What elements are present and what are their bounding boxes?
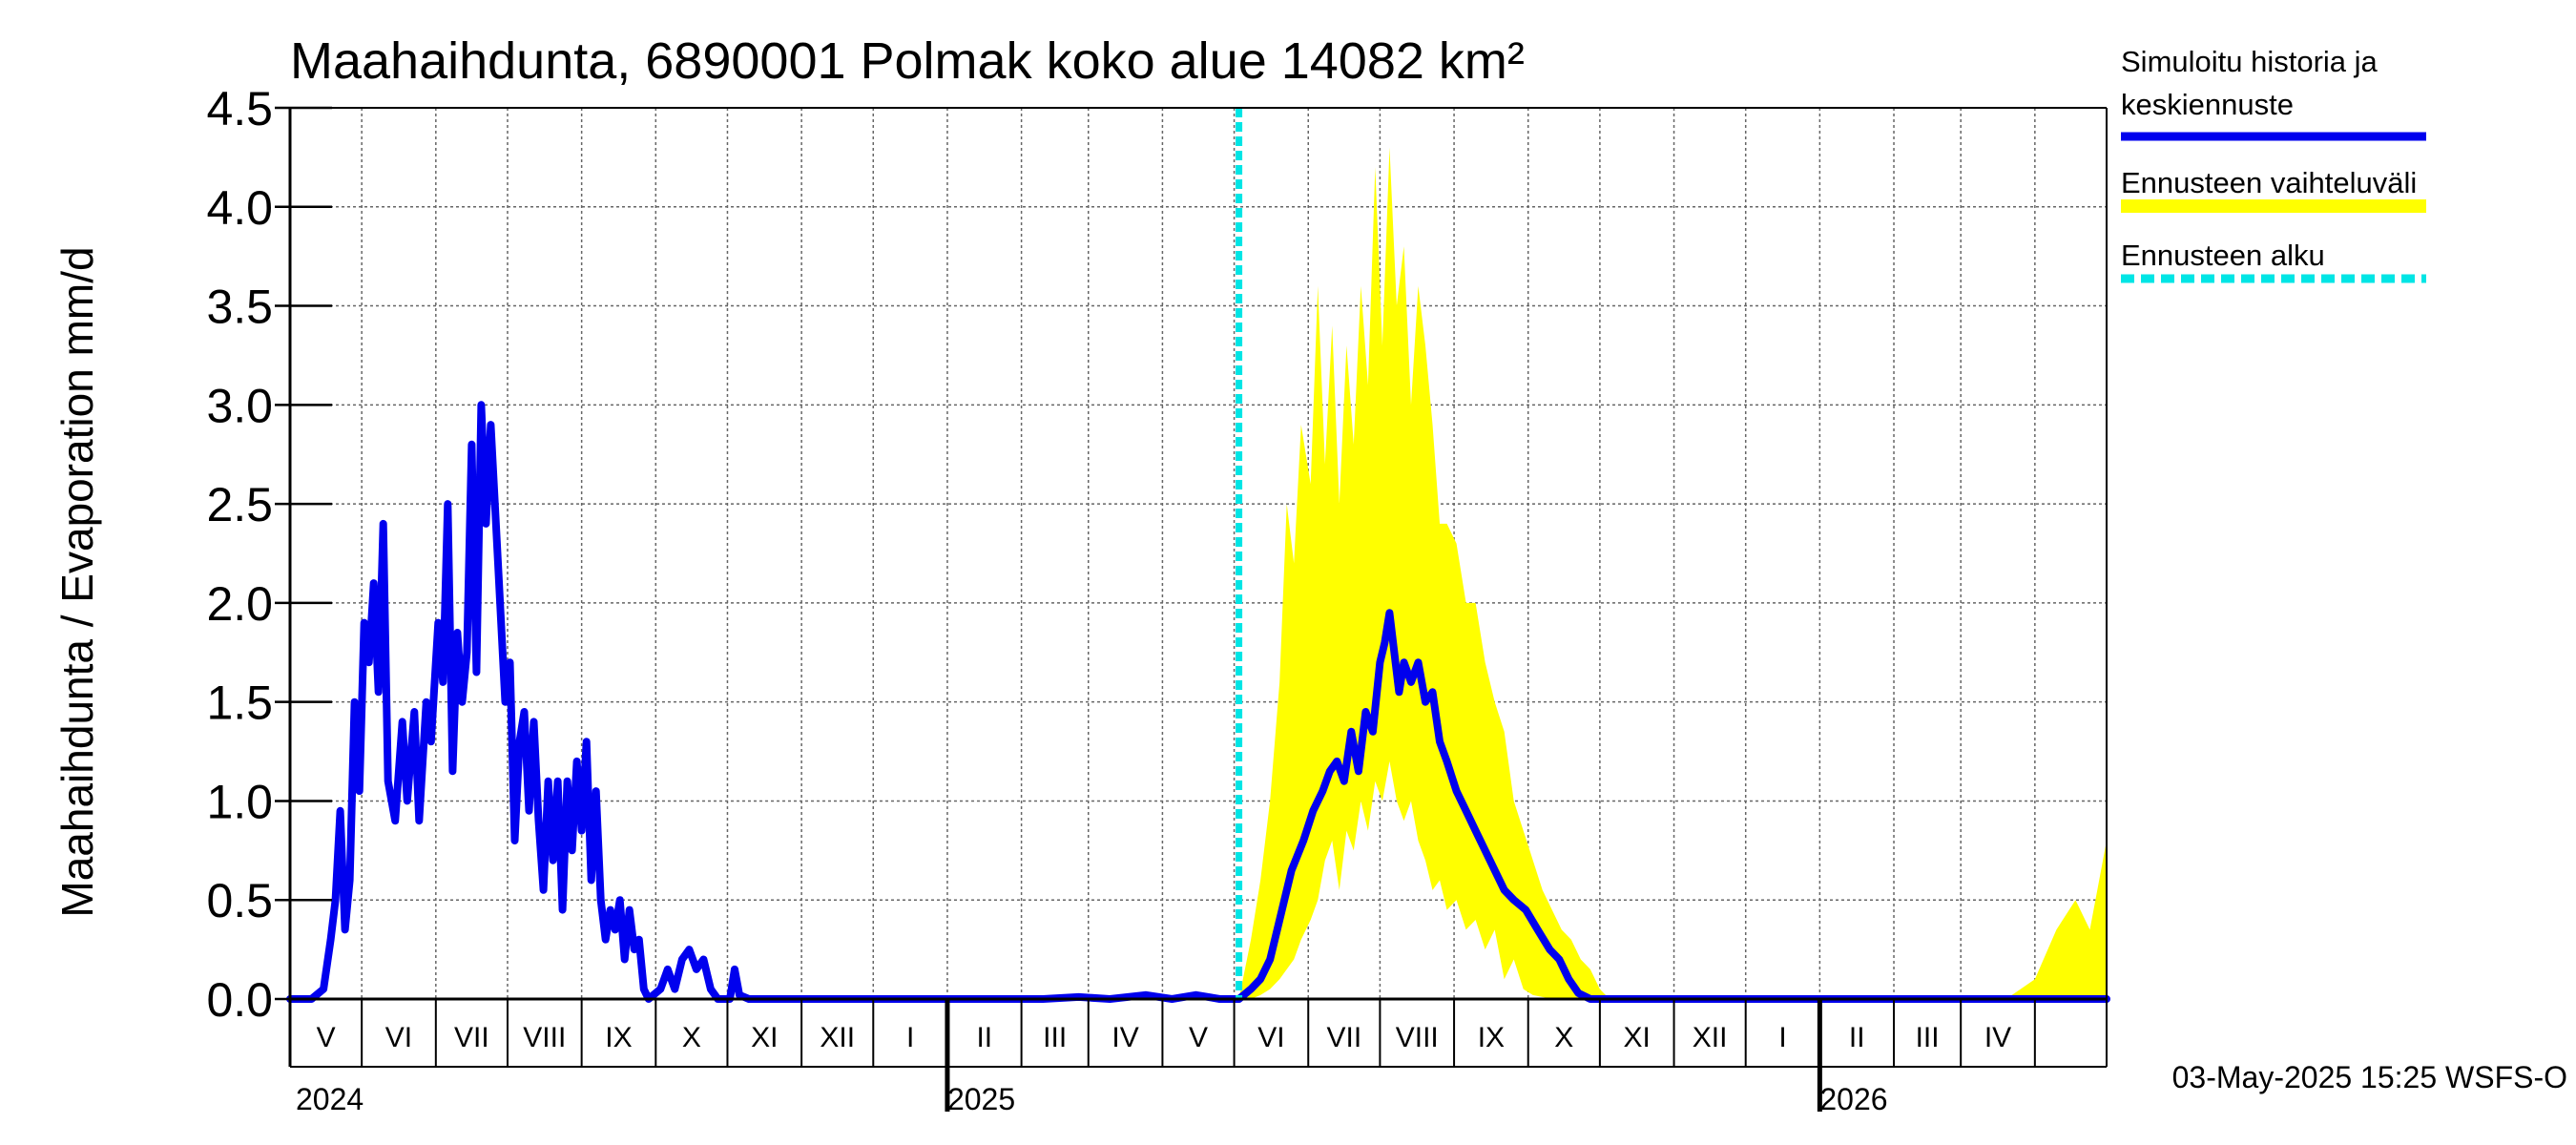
- simulated-evaporation-line: [286, 401, 2110, 1003]
- x-month-label: X: [1554, 1022, 1573, 1053]
- y-tick-label: 3.5: [206, 281, 273, 334]
- y-axis-label: Maahaihdunta / Evaporation mm/d: [52, 246, 102, 917]
- x-month-label: II: [1849, 1022, 1865, 1053]
- history-and-mean-series: [286, 401, 2110, 1003]
- x-month-label: VI: [385, 1022, 412, 1053]
- y-tick-label: 1.5: [206, 677, 273, 730]
- y-tick-label: 0.5: [206, 874, 273, 927]
- x-month-label: VI: [1257, 1022, 1284, 1053]
- y-tick-label: 4.5: [206, 82, 273, 135]
- x-month-label: VII: [454, 1022, 489, 1053]
- chart-title: Maahaihdunta, 6890001 Polmak koko alue 1…: [290, 32, 1525, 90]
- x-month-label: XII: [820, 1022, 855, 1053]
- x-month-label: IV: [1984, 1022, 2011, 1053]
- x-month-label: IX: [1478, 1022, 1505, 1053]
- x-month-label: XII: [1693, 1022, 1728, 1053]
- axes: [275, 106, 2108, 1112]
- x-month-labels: V VI VII VIII IX X XI XII I II III IV V VI VII VIII IX X X…: [317, 1022, 2012, 1053]
- y-tick-labels: 0.0 0.5 1.0 1.5 2.0 2.5 3.0 3.5 4.0 4.5: [206, 82, 273, 1027]
- legend-label: Ennusteen alku: [2121, 239, 2325, 272]
- forecast-range-area: [1238, 147, 2107, 999]
- x-month-label: VII: [1326, 1022, 1361, 1053]
- y-tick-label: 2.5: [206, 478, 273, 531]
- y-tick-label: 1.0: [206, 775, 273, 828]
- y-tick-label: 0.0: [206, 973, 273, 1027]
- x-month-label: IV: [1111, 1022, 1138, 1053]
- x-month-label: X: [682, 1022, 701, 1053]
- x-month-label: III: [1916, 1022, 1940, 1053]
- forecast-range-band: [1238, 147, 2107, 999]
- x-year-label: 2024: [296, 1082, 364, 1116]
- legend: Simuloitu historia ja keskiennuste Ennuste…: [2121, 45, 2426, 283]
- x-year-label: 2026: [1819, 1082, 1887, 1116]
- x-year-label: 2025: [947, 1082, 1015, 1116]
- y-tick-label: 4.0: [206, 181, 273, 235]
- x-month-label: IX: [605, 1022, 632, 1053]
- x-month-label: I: [1778, 1022, 1786, 1053]
- x-month-label: VIII: [523, 1022, 566, 1053]
- legend-label: keskiennuste: [2121, 88, 2294, 121]
- x-month-label: III: [1043, 1022, 1067, 1053]
- x-month-label: II: [976, 1022, 992, 1053]
- x-month-label: V: [317, 1022, 336, 1053]
- legend-label: Ennusteen vaihteluväli: [2121, 166, 2417, 199]
- x-month-label: I: [906, 1022, 914, 1053]
- x-month-label: V: [1189, 1022, 1208, 1053]
- x-month-label: VIII: [1396, 1022, 1439, 1053]
- timestamp-footer: 03-May-2025 15:25 WSFS-O: [2172, 1060, 2567, 1094]
- y-tick-label: 3.0: [206, 379, 273, 432]
- y-tick-label: 2.0: [206, 577, 273, 631]
- x-month-label: XI: [1624, 1022, 1651, 1053]
- x-month-label: XI: [751, 1022, 778, 1053]
- x-year-labels: 2024 2025 2026: [296, 1082, 1888, 1116]
- legend-label: Simuloitu historia ja: [2121, 45, 2379, 78]
